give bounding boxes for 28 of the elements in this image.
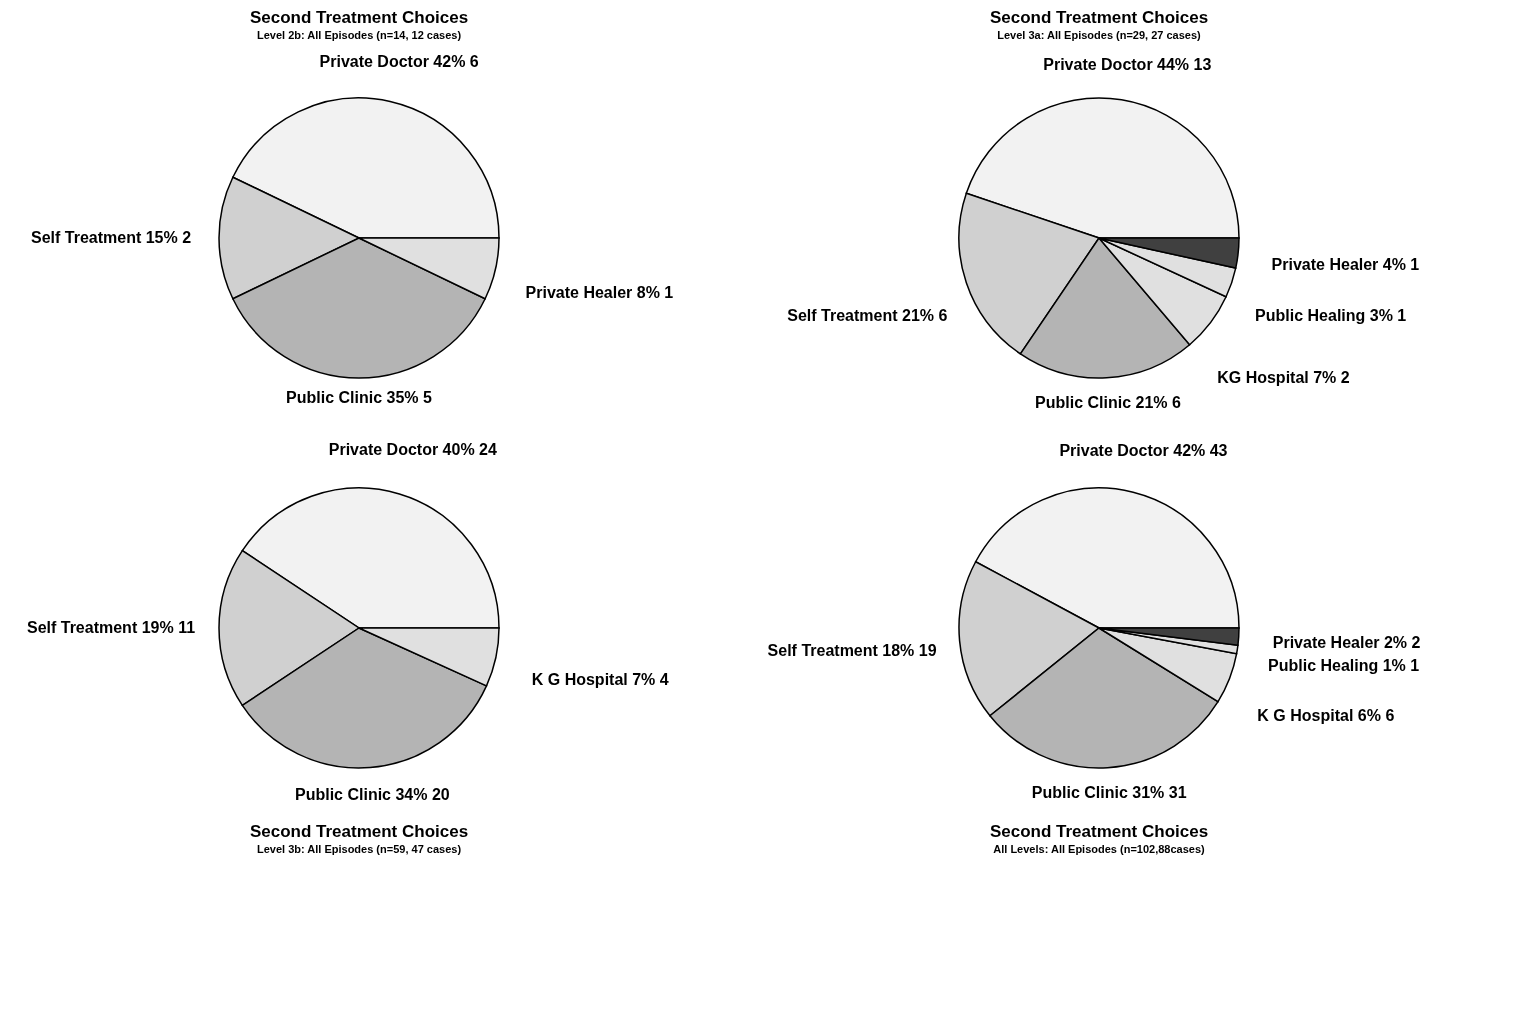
text: All Levels: All Episodes (n=102,88cases) — [993, 843, 1206, 855]
slice-label: Private Doctor 44% 13 — [1043, 56, 1212, 74]
slice-label: Private Doctor 40% 24 — [328, 440, 497, 458]
chart-title: Second Treatment Choices — [989, 8, 1209, 27]
text: Level 3b: All Episodes (n=59, 47 cases) — [256, 843, 462, 855]
slice-label: Self Treatment 15% 2 — [30, 229, 192, 246]
slice-label: Private Healer 4% 1 — [1271, 255, 1420, 273]
slice-label: Self Treatment 21% 6 — [787, 307, 948, 325]
slice-label: Public Healing 1% 1 — [1268, 656, 1420, 674]
text: Second Treatment Choices — [989, 822, 1209, 841]
slice-label: Public Healing 3% 1 — [1255, 307, 1407, 325]
slice-label: K G Hospital 7% 4 — [531, 671, 669, 689]
chart-subtitle: Level 3a: All Episodes (n=29, 27 cases) — [997, 29, 1202, 41]
slice-label: KG Hospital 7% 2 — [1217, 369, 1350, 387]
slice-label: Public Clinic 31% 31 — [1031, 784, 1187, 802]
slice-label: Self Treatment 19% 11 — [26, 619, 196, 636]
slice-label: Self Treatment 18% 19 — [767, 641, 937, 659]
slice-label: Private Doctor 42% 43 — [1059, 442, 1228, 460]
chart-subtitle: Level 2b: All Episodes (n=14, 12 cases) — [256, 29, 462, 41]
slice-label: Private Healer 8% 1 — [525, 283, 674, 301]
text: Second Treatment Choices — [249, 822, 469, 841]
slice-label: Public Clinic 34% 20 — [294, 785, 450, 803]
slice-label: Private Healer 2% 2 — [1272, 634, 1421, 652]
slice-label: Public Clinic 21% 6 — [1035, 393, 1181, 411]
chart-title: Second Treatment Choices — [249, 8, 469, 27]
slice-label: K G Hospital 6% 6 — [1257, 706, 1395, 724]
slice-label: Private Doctor 42% 6 — [319, 53, 479, 71]
slice-label: Public Clinic 35% 5 — [286, 389, 433, 406]
